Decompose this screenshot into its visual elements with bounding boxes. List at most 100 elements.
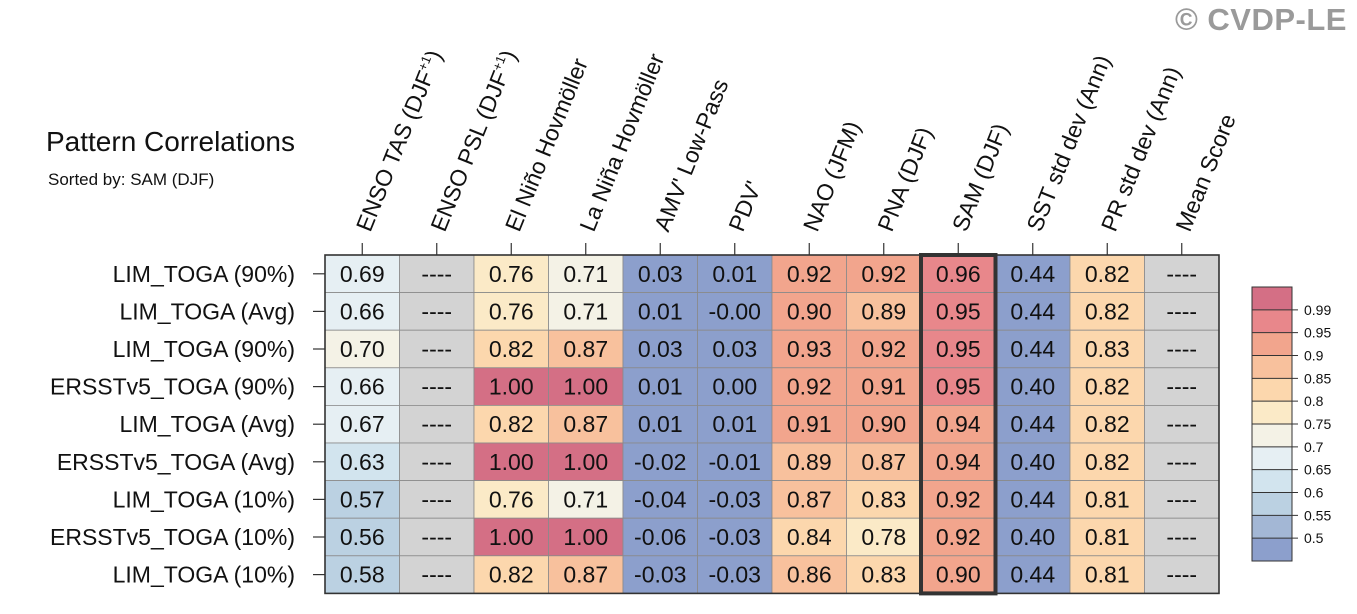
heatmap-cell	[548, 254, 624, 293]
row-label-ersstv5-toga-10: ERSSTv5_TOGA (10%)	[50, 524, 295, 550]
heatmap-cell	[1144, 292, 1220, 331]
cell-value-label: 0.01	[638, 374, 683, 400]
cell-value-label: 0.44	[1010, 336, 1055, 362]
heatmap-cell	[771, 292, 847, 331]
row-labels: LIM_TOGA (90%) LIM_TOGA (Avg) LIM_TOGA (90…	[50, 261, 325, 588]
cell-value-label: 1.00	[489, 449, 534, 475]
grid-border	[324, 254, 1220, 595]
cell-value-label: -0.01	[709, 449, 761, 475]
cell-value-label: 0.87	[861, 449, 906, 475]
cell-value-label: 0.01	[712, 261, 757, 287]
heatmap-cell	[920, 367, 996, 406]
cell-value-label: 0.91	[787, 411, 832, 437]
cell-value-label: ----	[1166, 486, 1197, 512]
cell-value-label: 0.66	[340, 298, 385, 324]
colorbar-swatch	[1252, 378, 1292, 402]
heatmap-cell	[548, 329, 624, 369]
colorbar: 0.5 0.55 0.6 0.65 0.7 0.75 0.8 0.85 0.9 0.95 0.99	[1251, 286, 1331, 562]
cell-value-label: 0.63	[340, 449, 385, 475]
heatmap-cell	[399, 555, 475, 594]
cell-value-label: 0.87	[563, 562, 608, 588]
cell-value-label: 0.58	[340, 562, 385, 588]
colorbar-swatch	[1252, 424, 1292, 447]
cell-value-label: 0.90	[787, 298, 832, 324]
cell-value-label: 0.92	[936, 486, 981, 512]
heatmap-cell	[697, 367, 773, 406]
cell-value-label: ----	[421, 374, 452, 400]
cell-value-label: 0.94	[936, 411, 981, 437]
cell-value-label: ----	[421, 486, 452, 512]
heatmap-cell	[622, 404, 698, 444]
chart-subtitle: Sorted by: SAM (DJF)	[48, 170, 215, 189]
cell-value-label: -0.06	[634, 524, 686, 550]
cell-value-label: 0.82	[489, 411, 534, 437]
cell-value-label: ----	[1166, 336, 1197, 362]
cell-value-label: 0.82	[1085, 411, 1130, 437]
heatmap-cell	[697, 442, 773, 481]
cell-value-label: 1.00	[563, 374, 608, 400]
heatmap-cell	[324, 480, 400, 519]
colorbar-swatch	[1252, 309, 1292, 333]
cell-value-label: ----	[421, 411, 452, 437]
cell-value-label: ----	[1166, 261, 1197, 287]
heatmap-cell	[473, 480, 549, 519]
cell-value-label: -0.04	[634, 486, 687, 512]
cell-value-label: 0.44	[1010, 486, 1055, 512]
heatmap-cell	[846, 404, 922, 444]
heatmap-cell	[846, 555, 922, 594]
colorbar-swatch	[1252, 332, 1292, 356]
column-label-pr-std-dev-ann: PR std dev (Ann)	[1096, 63, 1186, 235]
cell-value-label: ----	[421, 562, 452, 588]
cell-value-label: 0.44	[1010, 298, 1055, 324]
cell-value-label: 0.76	[489, 261, 534, 287]
row-label-ersstv5-toga-90: ERSSTv5_TOGA (90%)	[50, 374, 295, 400]
heatmap-grid: 0.69 ---- 0.76 0.71 0.03 0.01 0.92 0.92 0.96 0.44…	[324, 253, 1220, 596]
heatmap-cell	[920, 292, 996, 331]
cell-value-label: 0.40	[1010, 374, 1055, 400]
heatmap-cell	[399, 480, 475, 519]
cell-value-label: 0.91	[861, 374, 906, 400]
cell-value-label: 0.76	[489, 486, 534, 512]
heatmap-cell	[473, 254, 549, 293]
cell-value-label: 0.83	[861, 562, 906, 588]
cell-value-label: 0.95	[936, 298, 981, 324]
cell-value-label: 0.92	[787, 261, 832, 287]
heatmap-cell	[548, 404, 624, 444]
colorbar-swatch	[1252, 401, 1292, 424]
cell-value-label: 0.57	[340, 486, 385, 512]
cell-value-label: -0.03	[709, 486, 761, 512]
cell-value-label: 0.82	[1085, 449, 1130, 475]
heatmap-cell	[1144, 517, 1220, 557]
cell-value-label: 0.82	[1085, 298, 1130, 324]
heatmap-cell	[771, 442, 847, 481]
cell-value-label: ----	[1166, 562, 1197, 588]
colorbar-tick-label: 0.65	[1304, 462, 1331, 478]
cell-value-label: ----	[421, 524, 452, 550]
heatmap-cell	[622, 517, 698, 557]
heatmap-cell	[622, 254, 698, 293]
cell-value-label: 0.83	[861, 486, 906, 512]
watermark: © CVDP-LE	[1174, 2, 1347, 37]
row-label-lim-toga-avg: LIM_TOGA (Avg)	[119, 298, 295, 324]
cell-value-label: 0.82	[489, 336, 534, 362]
row-label-lim-toga-10: LIM_TOGA (10%)	[113, 562, 295, 588]
column-label-sam-djf: SAM (DJF)	[947, 120, 1014, 235]
row-label-lim-toga-90: LIM_TOGA (90%)	[113, 261, 295, 287]
cell-value-label: ----	[1166, 411, 1197, 437]
cell-value-label: 0.70	[340, 336, 385, 362]
colorbar-swatch	[1252, 287, 1292, 310]
heatmap-cell	[1144, 367, 1220, 406]
heatmap-cell	[995, 404, 1071, 444]
cell-value-label: -0.00	[709, 298, 761, 324]
heatmap-cell	[771, 404, 847, 444]
cell-value-label: 0.87	[563, 336, 608, 362]
column-label-amv-low-pass: AMV' Low-Pass	[649, 75, 734, 235]
cell-value-label: ----	[1166, 374, 1197, 400]
row-label-ersstv5-toga-avg: ERSSTv5_TOGA (Avg)	[57, 449, 295, 475]
column-label-sst-std-dev-ann: SST std dev (Ann)	[1021, 51, 1115, 235]
cell-value-label: 0.82	[1085, 261, 1130, 287]
heatmap-cell	[399, 254, 475, 293]
heatmap-cell	[846, 292, 922, 331]
cell-value-label: 0.76	[489, 298, 534, 324]
colorbar-swatch	[1252, 355, 1292, 379]
